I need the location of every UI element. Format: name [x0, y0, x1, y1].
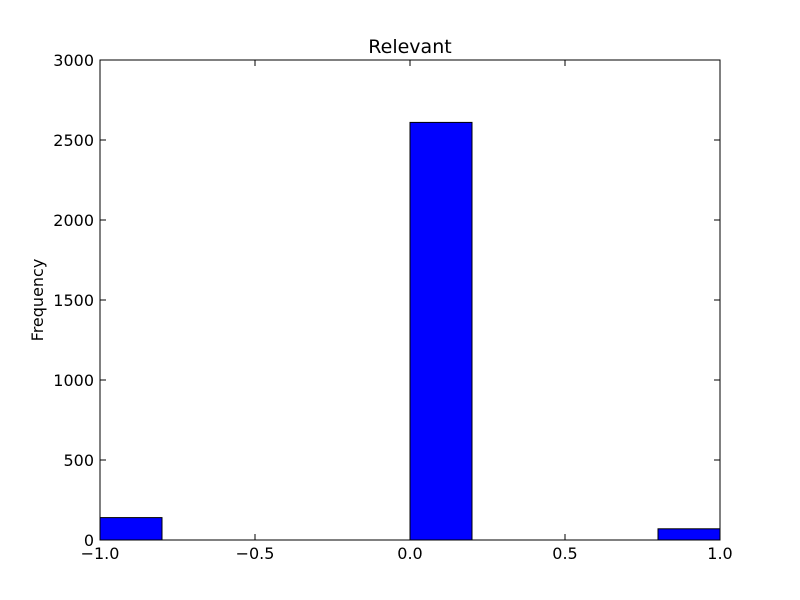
bars-layer: [99, 121, 721, 541]
y-tick-label-3: 1500: [53, 291, 94, 310]
x-tick-label-3: 0.5: [552, 544, 577, 563]
y-tick-label-0: 0: [84, 531, 94, 550]
histogram-bar-9: [657, 528, 721, 541]
ticks-layer: −1.0 −0.5 0.0 0.5 1.0 0 500 1000 1500 2000 2500 300…: [53, 51, 732, 563]
x-tick-label-0: −1.0: [81, 544, 120, 563]
y-tick-label-2: 1000: [53, 371, 94, 390]
x-tick-label-4: 1.0: [707, 544, 732, 563]
histogram-bar-0: [99, 517, 163, 541]
y-tick-label-1: 500: [63, 451, 94, 470]
y-axis-title: Frequency: [28, 259, 47, 342]
y-tick-label-5: 2500: [53, 131, 94, 150]
histogram-bar-5: [409, 121, 473, 541]
plot-frame: [99, 59, 721, 541]
x-tick-label-2: 0.0: [397, 544, 422, 563]
x-tick-label-1: −0.5: [236, 544, 275, 563]
y-tick-label-4: 2000: [53, 211, 94, 230]
chart-title: Relevant: [368, 36, 451, 58]
y-tick-label-6: 3000: [53, 51, 94, 70]
